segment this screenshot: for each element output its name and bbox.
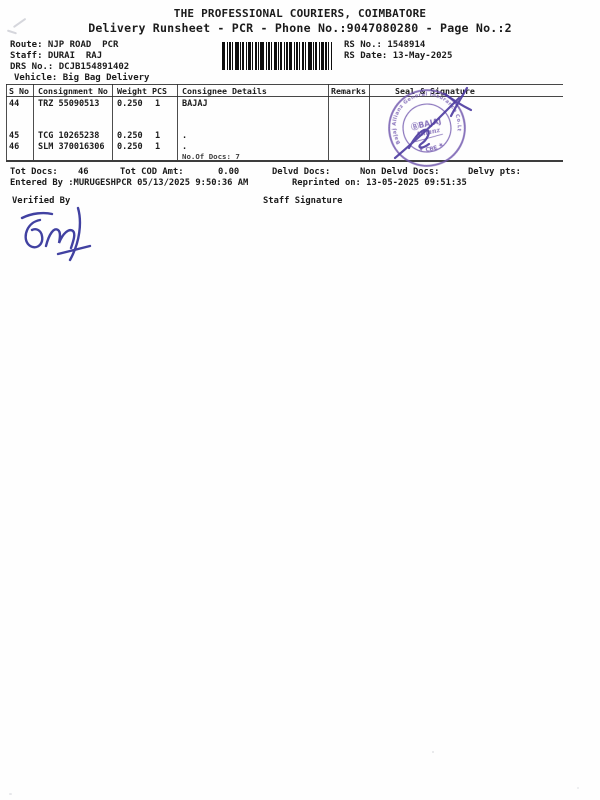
cell-weight: 0.250 <box>117 141 143 152</box>
verified-by-signature-ink <box>20 206 92 262</box>
cell-consignee: . <box>182 141 188 152</box>
col-header-pcs: PCS <box>152 86 167 96</box>
page-subtitle: Delivery Runsheet - PCR - Phone No.:9047… <box>88 21 512 35</box>
cell-pcs: 1 <box>155 141 161 152</box>
vehicle-line: Vehicle: Big Bag Delivery <box>14 73 150 83</box>
route-line: Route: NJP ROAD PCR <box>10 40 119 50</box>
entered-by-line: Entered By :MURUGESHPCR 05/13/2025 9:50:… <box>10 178 249 188</box>
tot-docs-value: 46 <box>78 167 89 177</box>
scan-speck <box>577 787 579 789</box>
verified-by-label: Verified By <box>12 196 71 206</box>
non-delvd-docs-label: Non Delvd Docs: <box>360 167 440 177</box>
table-column-line <box>177 84 179 160</box>
col-header-consignee: Consignee Details <box>182 86 267 96</box>
table-bottom-border <box>6 159 563 162</box>
barcode-icon <box>222 42 332 70</box>
col-header-sno: S No <box>9 86 29 96</box>
col-header-weight: Weight <box>117 86 147 96</box>
cell-sno: 45 <box>9 131 20 141</box>
table-column-line <box>369 84 371 160</box>
drs-no-line: DRS No.: DCJB154891402 <box>10 62 130 72</box>
cell-consignment: TRZ 55090513 <box>38 99 100 109</box>
cell-consignment: TCG 10265238 <box>38 131 100 141</box>
table-column-line <box>33 84 35 160</box>
cell-sno: 46 <box>9 141 20 152</box>
cell-consignment: SLM 370016306 <box>38 141 105 152</box>
cell-pcs: 1 <box>155 131 161 141</box>
rs-no-line: RS No.: 1548914 <box>344 40 426 50</box>
rs-date-line: RS Date: 13-May-2025 <box>344 51 453 61</box>
cell-weight: 0.250 <box>117 99 143 109</box>
staff-signature-label: Staff Signature <box>263 196 343 206</box>
table-column-line <box>6 84 8 160</box>
scan-speck <box>432 751 434 753</box>
reprinted-on-line: Reprinted on: 13-05-2025 09:51:35 <box>292 178 467 188</box>
delvd-docs-label: Delvd Docs: <box>272 167 331 177</box>
delvy-pts-label: Delvy pts: <box>468 167 521 177</box>
cell-consignee: . <box>182 131 188 141</box>
col-header-consignment: Consignment No <box>38 86 108 96</box>
table-column-line <box>112 84 114 160</box>
cell-sno: 44 <box>9 99 20 109</box>
table-column-line <box>328 84 330 160</box>
tot-docs-label: Tot Docs: <box>10 167 58 177</box>
table-header-border <box>6 95 563 97</box>
table-top-border <box>6 84 563 86</box>
tot-cod-value: 0.00 <box>218 167 240 177</box>
scan-speck <box>9 793 12 795</box>
page-title: THE PROFESSIONAL COURIERS, COIMBATORE <box>173 7 427 20</box>
docs-count-note: No.Of Docs: 7 <box>182 152 240 161</box>
cell-consignee: BAJAJ <box>182 99 208 109</box>
cell-weight: 0.250 <box>117 131 143 141</box>
staff-line: Staff: DURAI RAJ <box>10 51 103 61</box>
seal-signature-ink <box>393 86 473 160</box>
col-header-remarks: Remarks <box>331 86 366 96</box>
cell-pcs: 1 <box>155 99 161 109</box>
tot-cod-label: Tot COD Amt: <box>120 167 184 177</box>
